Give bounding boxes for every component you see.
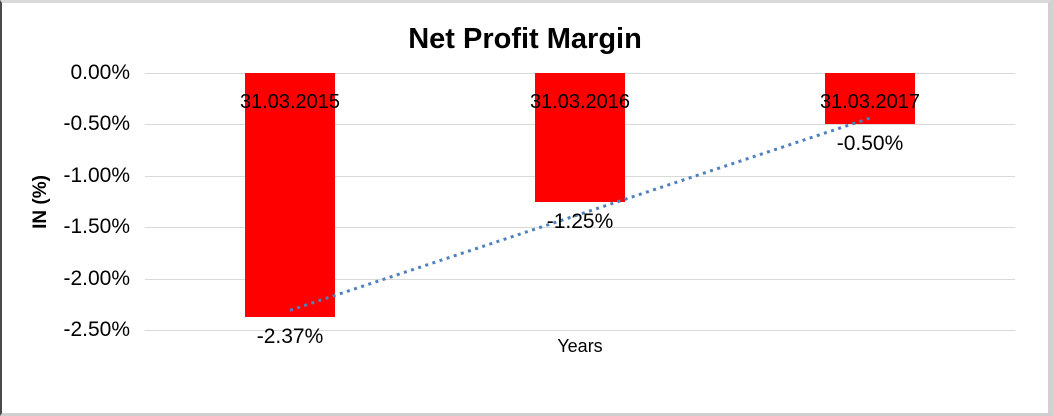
- y-tick-label: -2.50%: [63, 318, 130, 341]
- bar: [825, 73, 915, 125]
- value-label: -2.37%: [256, 324, 324, 348]
- y-tick-label: -0.50%: [63, 112, 130, 136]
- category-label: 31.03.2016: [529, 91, 631, 113]
- value-label: -0.50%: [836, 132, 904, 156]
- y-tick-label: -1.00%: [63, 163, 130, 187]
- category-label: 31.03.2015: [239, 91, 341, 113]
- gridline: [145, 330, 1015, 331]
- category-label: 31.03.2017: [819, 91, 921, 113]
- x-axis-title: Years: [557, 336, 603, 356]
- chart-title: Net Profit Margin: [408, 23, 642, 55]
- y-tick-label: -1.50%: [63, 215, 130, 239]
- value-label: -1.25%: [546, 209, 614, 233]
- y-tick-label: -2.00%: [63, 266, 130, 290]
- y-tick-label: 0.00%: [70, 61, 130, 84]
